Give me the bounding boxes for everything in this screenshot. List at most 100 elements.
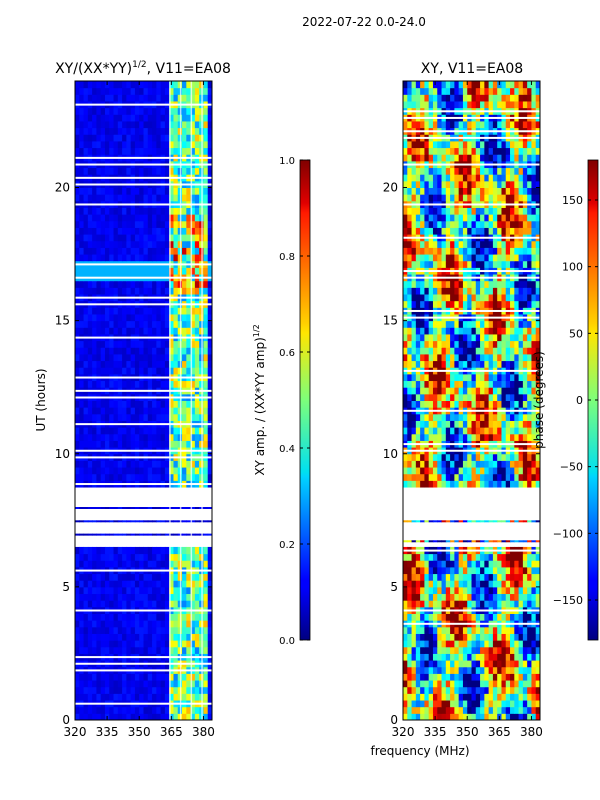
heatmap-cell [92,220,97,228]
heatmap-cell [411,340,417,348]
heatmap-cell [92,94,97,102]
heatmap-cell [83,134,89,142]
heatmap-cell [484,646,490,654]
heatmap-cell [104,353,110,362]
heatmap-cell [173,247,179,255]
heatmap-cell [194,81,200,89]
heatmap-cell [122,693,127,701]
heatmap-cell [420,626,425,634]
heatmap-cell [164,94,170,102]
heatmap-cell [522,467,528,475]
heatmap-cell [480,673,485,681]
heatmap-cell [445,586,451,595]
heatmap-cell [75,573,80,581]
heatmap-cell [100,380,106,388]
heatmap-cell [104,580,110,588]
heatmap-cell [424,553,430,561]
heatmap-cell [100,220,106,228]
heatmap-cell [510,686,515,694]
flagged-row [75,183,212,186]
heatmap-cell [535,646,540,654]
heatmap-cell [501,467,507,475]
heatmap-cell [475,473,481,481]
heatmap-cell [75,580,80,588]
heatmap-cell [480,613,485,621]
heatmap-cell [450,380,455,388]
heatmap-cell [403,680,408,688]
heatmap-cell [203,407,209,415]
heatmap-cell [139,140,144,149]
heatmap-cell [531,433,537,441]
heatmap-cell [437,680,443,688]
heatmap-cell [126,613,132,621]
heatmap-cell [134,247,140,255]
heatmap-cell [432,340,438,348]
heatmap-cell [403,287,408,295]
heatmap-cell [475,706,481,714]
heatmap-cell [113,680,119,688]
y-tick-label: 5 [62,580,70,594]
heatmap-cell [126,360,132,368]
heatmap-cell [126,620,132,628]
heatmap-cell [87,240,93,248]
heatmap-cell [130,214,136,222]
heatmap-cell [79,340,85,348]
heatmap-cell [190,94,196,102]
heatmap-cell [143,140,149,149]
heatmap-cell [411,413,417,421]
heatmap-cell [450,433,455,441]
heatmap-cell [207,633,212,641]
heatmap-cell [113,240,119,248]
heatmap-cell [203,600,209,608]
heatmap-cell [186,646,192,654]
heatmap-cell [415,287,421,295]
heatmap-cell [156,427,162,435]
heatmap-cell [518,320,524,328]
heatmap-cell [454,713,460,720]
heatmap-cell [535,580,540,588]
heatmap-cell [403,254,408,262]
heatmap-cell [152,187,157,195]
heatmap-cell [497,626,502,634]
heatmap-cell [186,207,192,215]
heatmap-cell [432,640,438,648]
heatmap-cell [126,706,132,714]
heatmap-cell [139,307,144,315]
heatmap-cell [152,626,157,634]
heatmap-cell [117,433,123,441]
heatmap-cell [117,360,123,368]
heatmap-cell [462,347,468,355]
heatmap-cell [139,107,144,115]
heatmap-cell [505,373,511,382]
heatmap-cell [109,347,115,355]
heatmap-cell [147,254,153,262]
heatmap-cell [160,313,166,322]
heatmap-cell [458,360,464,368]
heatmap-cell [505,473,511,481]
heatmap-cell [126,327,132,335]
heatmap-cell [87,353,93,362]
heatmap-cell [522,660,528,668]
heatmap-cell [182,214,187,222]
heatmap-cell [79,134,85,142]
heatmap-cell [182,140,187,149]
heatmap-cell [186,327,192,335]
x-tick-label: 320 [64,725,87,739]
heatmap-cell [527,600,532,608]
heatmap-cell [169,620,174,628]
heatmap-cell [492,626,498,634]
heatmap-cell [467,660,472,668]
heatmap-cell [480,380,485,388]
heatmap-cell [152,127,157,135]
heatmap-cell [79,347,85,355]
heatmap-cell [147,227,153,235]
heatmap-cell [454,586,460,595]
heatmap-cell [462,467,468,475]
heatmap-cell [83,307,89,315]
heatmap-cell [194,440,200,448]
heatmap-cell [130,87,136,95]
heatmap-cell [134,167,140,175]
heatmap-cell [117,120,123,129]
heatmap-cell [92,546,97,555]
heatmap-cell [156,280,162,288]
